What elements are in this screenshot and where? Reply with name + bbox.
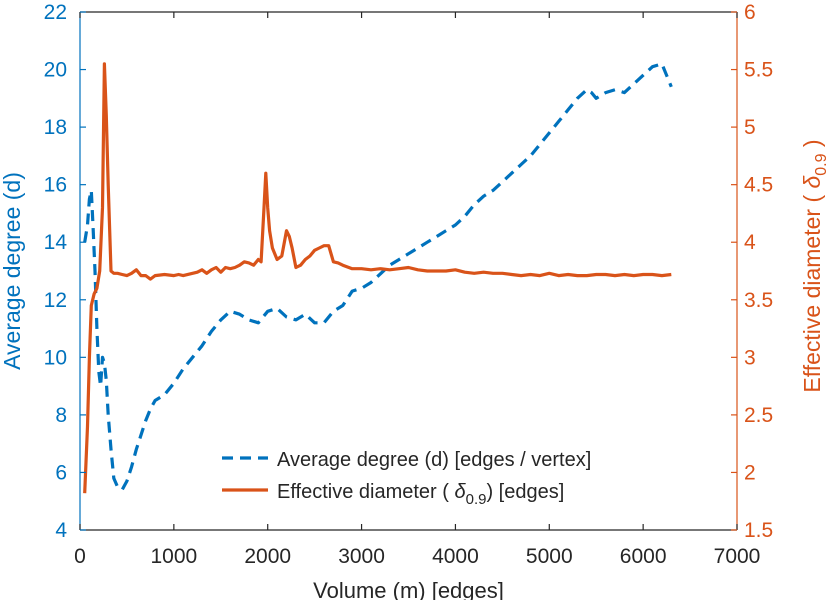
left-y-tick-label: 8: [55, 404, 67, 427]
left-y-axis-label: Average degree (d): [0, 172, 25, 370]
right-y-tick-label: 3.5: [744, 289, 773, 312]
right-y-axis-label: Effective diameter ( δ0.9 ): [799, 139, 830, 392]
right-y-tick-label: 1.5: [744, 519, 773, 542]
legend-label-text: Effective diameter (: [277, 481, 454, 503]
right-y-axis-label-close: ): [799, 139, 825, 153]
series-line-effective-diameter: [83, 62, 672, 494]
right-y-axis-label-sub: 0.9: [813, 153, 830, 175]
right-y-tick-label: 5.5: [744, 59, 773, 82]
left-y-tick-label: 10: [44, 346, 67, 369]
legend-label-symbol: δ: [454, 481, 466, 503]
x-tick-label: 6000: [620, 545, 667, 568]
right-y-tick-label: 2.5: [744, 404, 773, 427]
legend-label-rest: ) [edges]: [486, 481, 564, 503]
left-y-tick-label: 6: [55, 461, 67, 484]
legend-label-sub: 0.9: [466, 491, 487, 508]
right-y-tick-label: 3: [744, 346, 756, 369]
x-tick-label: 4000: [432, 545, 479, 568]
right-y-tick-label: 2: [744, 461, 756, 484]
left-y-tick-label: 22: [44, 1, 67, 24]
x-tick-label: 5000: [526, 545, 573, 568]
legend-label-effective-diameter: Effective diameter ( δ0.9) [edges]: [277, 481, 564, 508]
x-tick-label: 1000: [150, 545, 197, 568]
right-y-tick-label: 4.5: [744, 174, 773, 197]
series-line-average-degree: [83, 62, 673, 492]
x-axis-label: Volume (m) [edges]: [313, 578, 504, 600]
series-layer: [83, 62, 673, 494]
x-tick-label: 7000: [714, 545, 761, 568]
left-y-tick-label: 18: [44, 116, 67, 139]
left-y-tick-label: 4: [55, 519, 67, 542]
right-y-axis-label-text: Effective diameter (: [799, 188, 825, 392]
right-y-tick-label: 6: [744, 1, 756, 24]
left-y-tick-label: 12: [44, 289, 67, 312]
right-y-tick-label: 5: [744, 116, 756, 139]
x-tick-label: 2000: [244, 545, 291, 568]
x-tick-label: 0: [74, 545, 86, 568]
right-y-axis-label-symbol: δ: [799, 175, 825, 188]
legend-label-average-degree: Average degree (d) [edges / vertex]: [277, 449, 591, 471]
legend: Average degree (d) [edges / vertex] Effec…: [222, 449, 591, 508]
right-y-tick-label: 4: [744, 231, 756, 254]
left-y-tick-label: 16: [44, 174, 67, 197]
left-y-tick-label: 20: [44, 59, 67, 82]
left-y-tick-label: 14: [44, 231, 68, 254]
x-tick-label: 3000: [338, 545, 385, 568]
